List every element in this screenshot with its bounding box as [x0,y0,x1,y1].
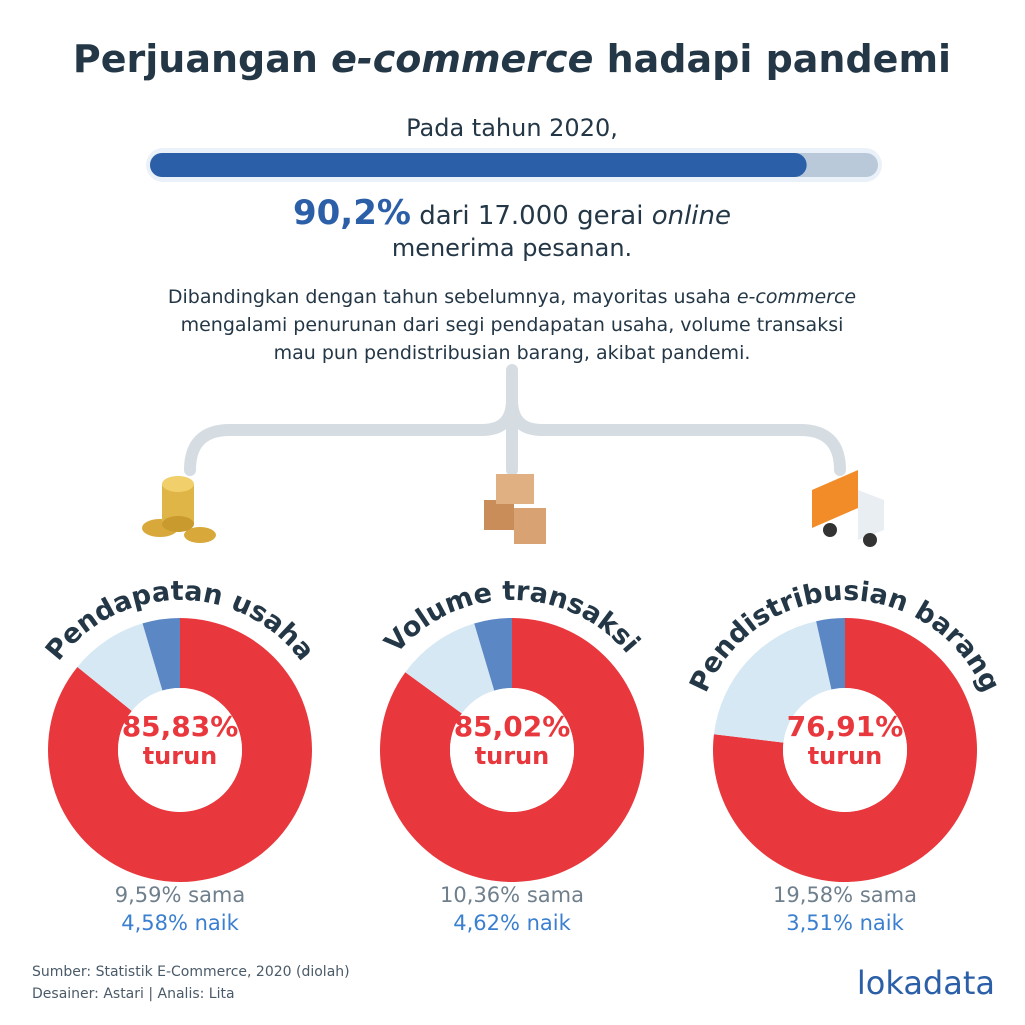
description-part: Dibandingkan dengan tahun sebelumnya, ma… [168,286,737,308]
legend-name: sama [860,883,917,907]
donut-segment [713,621,832,743]
legend-space [181,883,188,907]
title-part: e-commerce [331,37,593,81]
legend-entry: 3,51% naik [786,911,904,935]
legend-value: 4,62% [453,911,520,935]
legend-space [520,911,527,935]
donut-segment [713,618,977,882]
legend-space [853,911,860,935]
description-part: e-commerce [737,286,856,308]
legend-value: 4,58% [121,911,188,935]
connector [184,364,846,476]
source: Sumber: Statistik E-Commerce, 2020 (diol… [32,964,350,980]
donut-segment [816,618,845,690]
value-label: 85,02% [454,710,571,743]
legend-entry: 9,59% sama [115,883,246,907]
legend-entry: 4,62% naik [453,911,571,935]
title-part: hadapi pandemi [593,37,951,81]
donut-segment [142,618,180,691]
legend-name: sama [188,883,245,907]
donut-hole [450,688,574,812]
donut-segment [379,618,644,883]
legend-space [520,883,527,907]
donut-segment [47,618,312,883]
title-part: Perjuangan [73,37,331,81]
progress-text-part: online [652,201,731,231]
progress-text: 90,2% dari 17.000 gerai online [293,193,731,233]
legend-name: naik [195,911,240,935]
category-label: turun [808,742,883,770]
legend-value: 10,36% [440,883,520,907]
legend-name: naik [527,911,572,935]
donut-hole [783,688,907,812]
value-label: 85,83% [122,710,239,743]
donut-segment [77,623,163,711]
description-line: Dibandingkan dengan tahun sebelumnya, ma… [168,286,856,308]
donut-segment [405,623,495,714]
description-line: mengalami penurunan dari segi pendapatan… [181,314,844,336]
legend-entry: 19,58% sama [773,883,917,907]
coins-icon [142,476,216,543]
logo: lokadata [857,964,995,1002]
donut-hole [118,688,242,812]
legend-entry: 4,58% naik [121,911,239,935]
description-line: mau pun pendistribusian barang, akibat p… [274,342,751,364]
legend-value: 9,59% [115,883,182,907]
legend-space [188,911,195,935]
title: Perjuangan e-commerce hadapi pandemi [73,37,951,81]
progress-value: 90,2% [293,193,411,233]
legend-value: 3,51% [786,911,853,935]
progress-text-line2: menerima pesanan. [392,234,632,262]
boxes-icon [484,474,546,544]
legend-entry: 10,36% sama [440,883,584,907]
category-label: turun [143,742,218,770]
progress-text-part: dari 17.000 gerai [419,201,651,231]
legend-name: naik [860,911,905,935]
legend-value: 19,58% [773,883,853,907]
credits: Desainer: Astari | Analis: Lita [32,986,235,1002]
progress-intro: Pada tahun 2020, [406,114,618,142]
description: Dibandingkan dengan tahun sebelumnya, ma… [168,286,856,364]
progress-bar [150,153,807,177]
truck-icon [812,470,884,547]
legend-space [853,883,860,907]
legend-name: sama [527,883,584,907]
value-label: 76,91% [787,710,904,743]
donut-segment [474,618,512,691]
category-label: turun [475,742,550,770]
